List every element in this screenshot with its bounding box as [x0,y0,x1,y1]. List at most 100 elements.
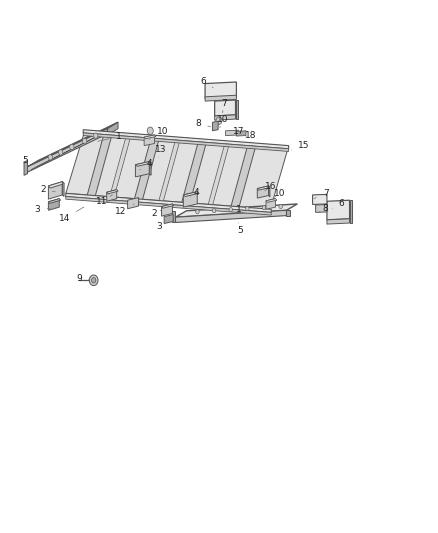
Text: 18: 18 [244,131,256,140]
Text: 1: 1 [236,205,241,214]
Polygon shape [236,100,238,119]
Text: 5: 5 [22,156,36,168]
Circle shape [94,133,98,138]
Polygon shape [162,204,173,216]
Polygon shape [316,205,327,213]
Polygon shape [237,131,246,136]
Polygon shape [164,215,173,223]
Polygon shape [66,197,271,215]
Text: 9: 9 [76,273,89,282]
Circle shape [70,144,74,150]
Polygon shape [268,186,270,197]
Polygon shape [28,128,107,172]
Circle shape [246,206,249,211]
Text: 13: 13 [155,146,166,157]
Circle shape [196,209,199,214]
Polygon shape [184,192,197,207]
Text: 11: 11 [96,195,113,206]
Text: 6: 6 [200,77,213,87]
Text: 2: 2 [152,209,161,218]
Polygon shape [162,204,174,208]
Polygon shape [149,161,151,175]
Circle shape [59,150,63,155]
Polygon shape [230,144,255,211]
Circle shape [262,205,266,209]
Polygon shape [205,95,237,101]
Polygon shape [158,139,180,205]
Polygon shape [48,182,64,188]
Text: 14: 14 [59,207,84,223]
Polygon shape [226,130,239,135]
Polygon shape [212,121,218,131]
Text: 1: 1 [98,132,122,141]
Polygon shape [109,135,131,201]
Polygon shape [28,122,118,167]
Polygon shape [257,186,268,198]
Polygon shape [144,135,155,146]
Polygon shape [127,198,138,209]
Text: 17: 17 [233,127,244,136]
Text: 7: 7 [221,99,227,113]
Polygon shape [134,137,159,204]
Text: 8: 8 [195,119,211,128]
Polygon shape [144,135,156,139]
Text: 15: 15 [291,141,310,150]
Polygon shape [181,141,206,207]
Circle shape [48,155,53,160]
Polygon shape [24,160,28,175]
Polygon shape [173,211,176,222]
Polygon shape [176,204,297,217]
Polygon shape [176,211,286,222]
Polygon shape [327,200,350,220]
Polygon shape [48,182,62,199]
Polygon shape [184,192,199,197]
Polygon shape [48,199,60,204]
Polygon shape [107,190,118,194]
Text: 4: 4 [191,188,199,197]
Polygon shape [215,115,236,120]
Polygon shape [266,199,276,209]
Polygon shape [327,219,350,224]
Text: 3: 3 [156,222,166,231]
Polygon shape [108,122,118,135]
Text: 8: 8 [319,204,328,213]
Polygon shape [350,200,352,223]
Polygon shape [83,133,289,151]
Polygon shape [31,131,108,170]
Text: 6: 6 [332,199,345,208]
Polygon shape [205,82,237,99]
Polygon shape [215,100,236,116]
Text: 10: 10 [149,127,168,139]
Text: 4: 4 [140,159,152,170]
Text: 12: 12 [115,204,134,216]
Polygon shape [62,182,64,197]
Polygon shape [257,186,270,190]
Text: 7: 7 [314,189,328,199]
Text: 2: 2 [40,185,55,194]
Circle shape [229,207,233,212]
Circle shape [89,275,98,286]
Polygon shape [208,143,229,208]
Polygon shape [66,193,271,213]
Polygon shape [83,130,289,149]
Text: 10: 10 [217,115,228,127]
Text: 10: 10 [274,189,286,198]
Circle shape [279,205,283,209]
Polygon shape [135,161,149,177]
Circle shape [212,208,216,213]
Circle shape [92,278,96,283]
Polygon shape [266,199,277,203]
Text: 3: 3 [35,205,50,214]
Polygon shape [66,130,289,209]
Polygon shape [313,195,327,205]
Circle shape [147,127,153,134]
Polygon shape [286,211,290,216]
Text: 16: 16 [265,182,276,191]
Polygon shape [107,190,117,201]
Polygon shape [87,133,112,200]
Text: 5: 5 [237,223,243,235]
Polygon shape [135,161,151,166]
Circle shape [216,117,222,124]
Polygon shape [48,199,59,211]
Circle shape [82,138,87,143]
